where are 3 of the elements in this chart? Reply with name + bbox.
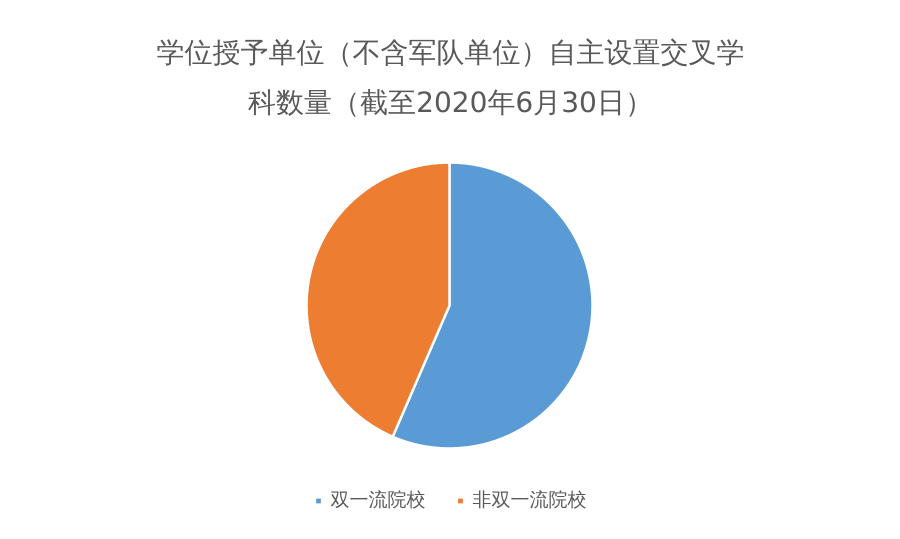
chart-title: 学位授予单位（不含军队单位）自主设置交叉学科数量（截至2020年6月30日） <box>156 36 744 119</box>
legend-label: 非双一流院校 <box>472 488 586 513</box>
legend-label: 双一流院校 <box>330 488 426 513</box>
